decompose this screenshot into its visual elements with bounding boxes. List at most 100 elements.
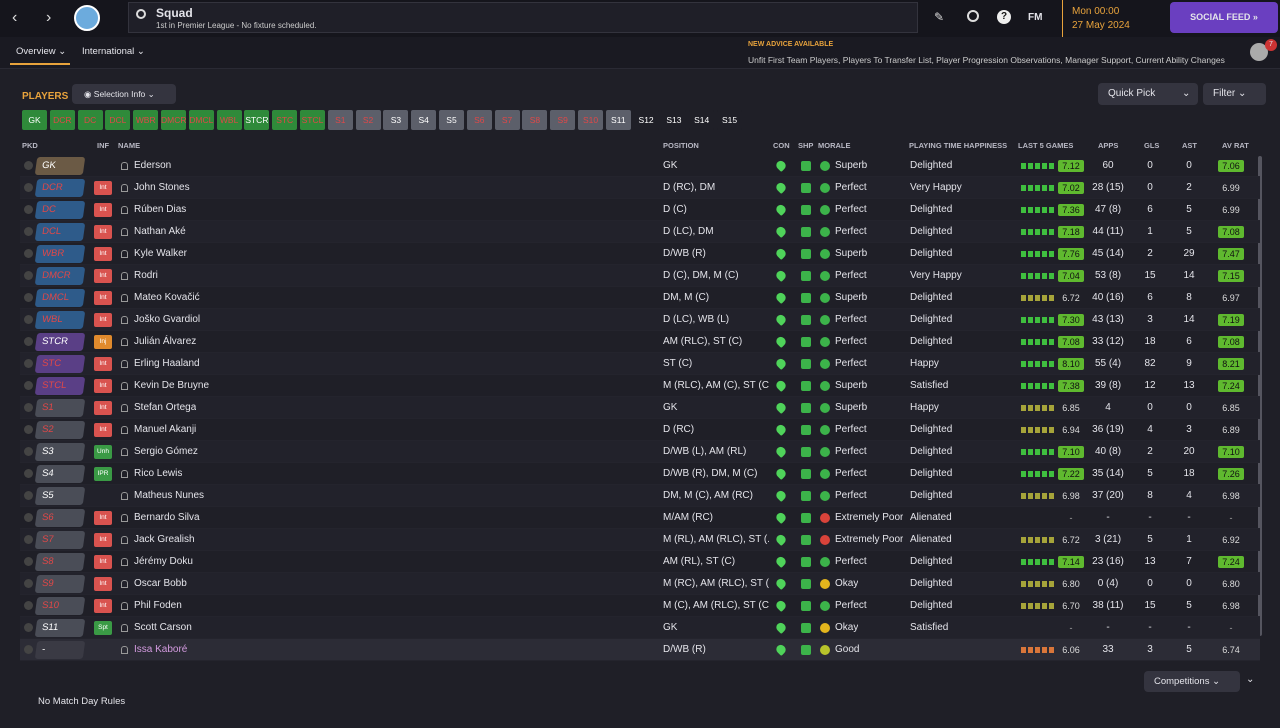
position-select[interactable]: STC (34, 355, 86, 373)
player-name[interactable]: Rodri (134, 270, 158, 281)
position-select[interactable]: WBR (34, 245, 86, 263)
selection-button[interactable]: S10 (578, 110, 603, 130)
selection-button[interactable]: S2 (355, 110, 381, 130)
selection-button[interactable]: DMCR (161, 110, 187, 130)
column-header[interactable]: INF (97, 141, 110, 150)
selection-button[interactable]: S3 (383, 110, 409, 130)
player-row[interactable]: WBL Int Joško Gvardiol D (LC), WB (L) Perfec… (20, 309, 1260, 331)
selection-button[interactable]: S11 (605, 110, 631, 130)
forward-button[interactable]: › (46, 9, 52, 26)
player-row[interactable]: S8 Int Jérémy Doku AM (RL), ST (C) Perfect De… (20, 551, 1260, 573)
position-select[interactable]: DC (34, 201, 86, 219)
player-row[interactable]: DCR Int John Stones D (RC), DM Perfect Very H… (20, 177, 1260, 199)
position-select[interactable]: DMCR (34, 267, 86, 285)
player-row[interactable]: DC Int Rúben Dias D (C) Perfect Delighted 7.36… (20, 199, 1260, 221)
player-row[interactable]: S11 Spt Scott Carson GK Okay Satisfied - - - - - (20, 617, 1260, 639)
player-name[interactable]: Stefan Ortega (134, 402, 197, 413)
column-header[interactable]: NAME (118, 141, 141, 150)
fm-menu[interactable]: FM (1028, 12, 1043, 23)
position-select[interactable]: S11 (34, 619, 86, 637)
player-name[interactable]: Phil Foden (134, 600, 182, 611)
player-row[interactable]: S9 Int Oscar Bobb M (RC), AM (RLC), ST (...… (20, 573, 1260, 595)
position-select[interactable]: S7 (34, 531, 86, 549)
filter-button[interactable]: Filter ⌄ (1203, 83, 1266, 105)
selection-button[interactable]: S5 (439, 110, 464, 130)
column-header[interactable]: PKD (22, 141, 38, 150)
column-header[interactable]: POSITION (663, 141, 699, 150)
selection-button[interactable]: S7 (494, 110, 520, 130)
skin-icon[interactable] (967, 10, 979, 22)
club-badge[interactable] (74, 5, 100, 31)
player-row[interactable]: DMCR Int Rodri D (C), DM, M (C) Perfect Very … (20, 265, 1260, 287)
player-row[interactable]: GK Ederson GK Superb Delighted 7.12 60 0 0 7.06 (20, 155, 1260, 177)
player-name[interactable]: Kyle Walker (134, 248, 187, 259)
player-row[interactable]: S6 Int Bernardo Silva M/AM (RC) Extremely Po… (20, 507, 1260, 529)
player-name[interactable]: Rúben Dias (134, 204, 187, 215)
selection-button[interactable]: DCR (49, 110, 75, 130)
quick-pick-button[interactable]: Quick Pick ⌄ (1098, 83, 1198, 105)
player-name[interactable]: Nathan Aké (134, 226, 186, 237)
selection-button[interactable]: WBL (216, 110, 242, 130)
selection-button[interactable]: S15 (717, 110, 742, 130)
player-name[interactable]: Julián Álvarez (134, 336, 197, 347)
player-row[interactable]: DMCL Int Mateo Kovačić DM, M (C) Superb Delig… (20, 287, 1260, 309)
player-name[interactable]: Matheus Nunes (134, 490, 205, 501)
selection-button[interactable]: S6 (466, 110, 492, 130)
column-header[interactable]: LAST 5 GAMES (1018, 141, 1074, 150)
tab-overview[interactable]: Overview ⌄ (16, 46, 67, 57)
selection-button[interactable]: S8 (522, 110, 548, 130)
edit-icon[interactable]: ✎ (934, 10, 945, 24)
player-row[interactable]: - Issa Kaboré D/WB (R) Good 6.06 33 3 5 6.74 (20, 639, 1260, 661)
player-name[interactable]: Issa Kaboré (134, 644, 188, 655)
advice-text[interactable]: Unfit First Team Players, Players To Tra… (748, 55, 1225, 65)
position-select[interactable]: S5 (34, 487, 86, 505)
position-select[interactable]: S8 (34, 553, 86, 571)
position-select[interactable]: GK (34, 157, 86, 175)
player-name[interactable]: Kevin De Bruyne (134, 380, 210, 391)
player-name[interactable]: Joško Gvardiol (134, 314, 201, 325)
selection-button[interactable]: DMCL (188, 110, 214, 130)
position-select[interactable]: S4 (34, 465, 86, 483)
tab-international[interactable]: International ⌄ (82, 46, 145, 57)
position-select[interactable]: S3 (34, 443, 86, 461)
selection-button[interactable]: DC (77, 110, 103, 130)
player-row[interactable]: S10 Int Phil Foden M (C), AM (RLC), ST (C..… (20, 595, 1260, 617)
back-button[interactable]: ‹ (12, 9, 18, 26)
position-select[interactable]: - (34, 641, 86, 659)
player-name[interactable]: Rico Lewis (134, 468, 183, 479)
position-select[interactable]: S6 (34, 509, 86, 527)
column-header[interactable]: MORALE (818, 141, 851, 150)
column-header[interactable]: SHP (798, 141, 814, 150)
player-row[interactable]: S4 IPR Rico Lewis D/WB (R), DM, M (C) Perfec… (20, 463, 1260, 485)
player-row[interactable]: STCR Inj Julián Álvarez AM (RLC), ST (C) Per… (20, 331, 1260, 353)
player-name[interactable]: Jack Grealish (134, 534, 195, 545)
column-header[interactable]: AST (1182, 141, 1197, 150)
player-name[interactable]: Ederson (134, 160, 172, 171)
social-feed-button[interactable]: SOCIAL FEED » (1170, 2, 1278, 33)
player-name[interactable]: John Stones (134, 182, 190, 193)
position-select[interactable]: S9 (34, 575, 86, 593)
column-header[interactable]: APPS (1098, 141, 1119, 150)
column-header[interactable]: CON (773, 141, 790, 150)
player-row[interactable]: S2 Int Manuel Akanji D (RC) Perfect Delighted… (20, 419, 1260, 441)
player-row[interactable]: S1 Int Stefan Ortega GK Superb Happy 6.85 4 0 0 6.… (20, 397, 1260, 419)
position-select[interactable]: DCL (34, 223, 86, 241)
player-row[interactable]: S5 Matheus Nunes DM, M (C), AM (RC) Perfect… (20, 485, 1260, 507)
player-row[interactable]: DCL Int Nathan Aké D (LC), DM Perfect Delight… (20, 221, 1260, 243)
column-header[interactable]: AV RAT (1222, 141, 1249, 150)
player-row[interactable]: STC Int Erling Haaland ST (C) Perfect Happy 8.… (20, 353, 1260, 375)
player-row[interactable]: STCL Int Kevin De Bruyne M (RLC), AM (C), S… (20, 375, 1260, 397)
player-name[interactable]: Erling Haaland (134, 358, 200, 369)
selection-button[interactable]: DCL (105, 110, 131, 130)
player-name[interactable]: Scott Carson (134, 622, 192, 633)
player-row[interactable]: WBR Int Kyle Walker D/WB (R) Superb Delighted… (20, 243, 1260, 265)
selection-button[interactable]: S1 (327, 110, 353, 130)
player-name[interactable]: Sergio Gómez (134, 446, 198, 457)
player-name[interactable]: Jérémy Doku (134, 556, 193, 567)
position-select[interactable]: STCL (34, 377, 86, 395)
column-header[interactable]: PLAYING TIME HAPPINESS (909, 141, 1008, 150)
position-select[interactable]: WBL (34, 311, 86, 329)
search-box[interactable] (128, 2, 918, 33)
player-name[interactable]: Manuel Akanji (134, 424, 197, 435)
column-header[interactable]: GLS (1144, 141, 1160, 150)
